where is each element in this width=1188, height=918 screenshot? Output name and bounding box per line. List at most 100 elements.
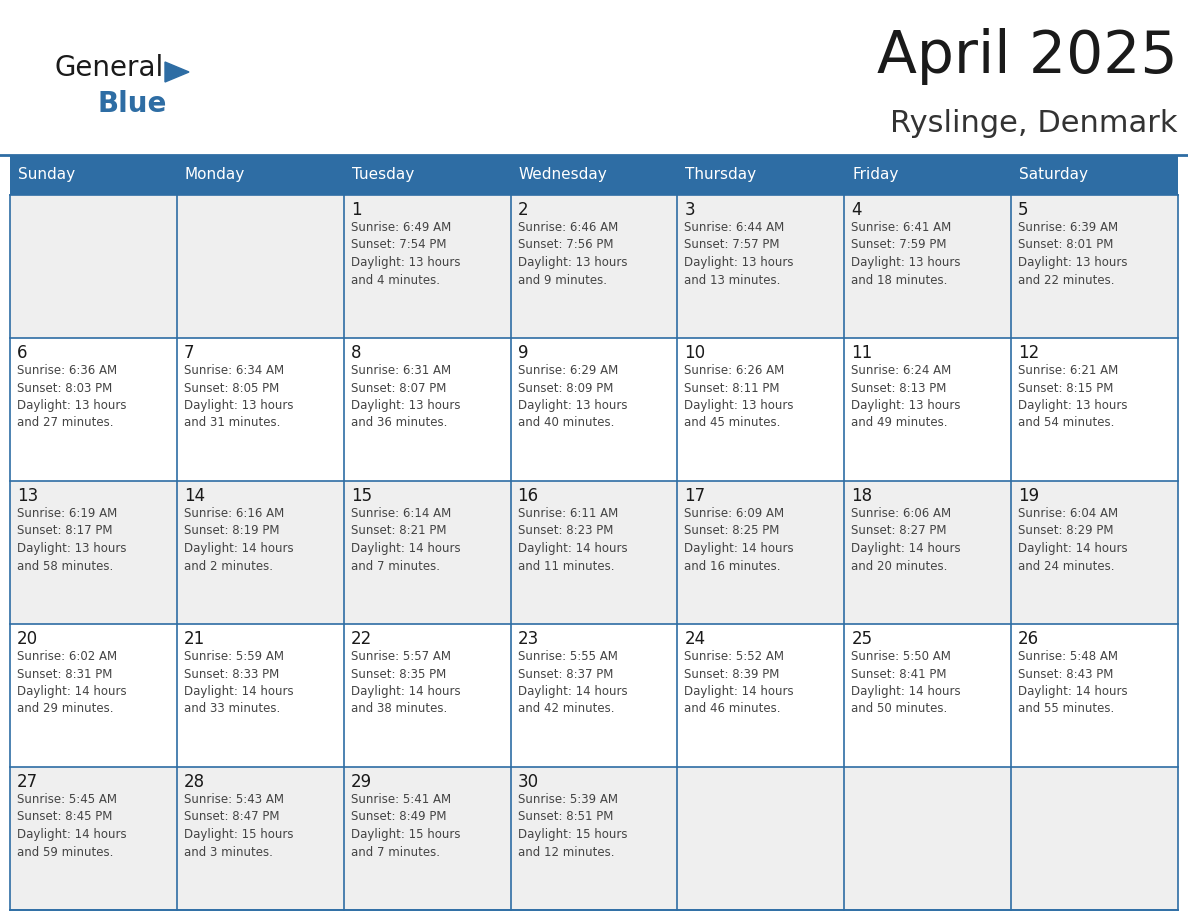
Text: Thursday: Thursday <box>685 167 757 183</box>
Text: 15: 15 <box>350 487 372 505</box>
Text: Sunrise: 6:34 AM
Sunset: 8:05 PM
Daylight: 13 hours
and 31 minutes.: Sunrise: 6:34 AM Sunset: 8:05 PM Dayligh… <box>184 364 293 430</box>
Text: 23: 23 <box>518 630 539 648</box>
Bar <box>511 338 677 481</box>
Bar <box>10 481 177 624</box>
Text: 26: 26 <box>1018 630 1040 648</box>
Text: 30: 30 <box>518 773 538 791</box>
Bar <box>845 481 1011 624</box>
Text: Sunrise: 5:45 AM
Sunset: 8:45 PM
Daylight: 14 hours
and 59 minutes.: Sunrise: 5:45 AM Sunset: 8:45 PM Dayligh… <box>17 793 127 858</box>
Text: 22: 22 <box>350 630 372 648</box>
Text: Ryslinge, Denmark: Ryslinge, Denmark <box>891 109 1178 138</box>
Bar <box>343 624 511 767</box>
Bar <box>677 195 845 338</box>
Polygon shape <box>165 62 189 82</box>
Text: Sunrise: 5:48 AM
Sunset: 8:43 PM
Daylight: 14 hours
and 55 minutes.: Sunrise: 5:48 AM Sunset: 8:43 PM Dayligh… <box>1018 650 1127 715</box>
Bar <box>343 767 511 910</box>
Bar <box>845 767 1011 910</box>
Text: Sunrise: 6:26 AM
Sunset: 8:11 PM
Daylight: 13 hours
and 45 minutes.: Sunrise: 6:26 AM Sunset: 8:11 PM Dayligh… <box>684 364 794 430</box>
Text: Sunrise: 6:19 AM
Sunset: 8:17 PM
Daylight: 13 hours
and 58 minutes.: Sunrise: 6:19 AM Sunset: 8:17 PM Dayligh… <box>17 507 126 573</box>
Bar <box>10 767 177 910</box>
Bar <box>1011 767 1178 910</box>
Text: Wednesday: Wednesday <box>519 167 607 183</box>
Text: Sunrise: 6:16 AM
Sunset: 8:19 PM
Daylight: 14 hours
and 2 minutes.: Sunrise: 6:16 AM Sunset: 8:19 PM Dayligh… <box>184 507 293 573</box>
Bar <box>845 195 1011 338</box>
Text: 28: 28 <box>184 773 206 791</box>
Text: 21: 21 <box>184 630 206 648</box>
Text: Sunrise: 6:41 AM
Sunset: 7:59 PM
Daylight: 13 hours
and 18 minutes.: Sunrise: 6:41 AM Sunset: 7:59 PM Dayligh… <box>852 221 961 286</box>
Text: Sunrise: 6:09 AM
Sunset: 8:25 PM
Daylight: 14 hours
and 16 minutes.: Sunrise: 6:09 AM Sunset: 8:25 PM Dayligh… <box>684 507 794 573</box>
Text: 27: 27 <box>17 773 38 791</box>
Text: 3: 3 <box>684 201 695 219</box>
Text: 1: 1 <box>350 201 361 219</box>
Bar <box>177 338 343 481</box>
Text: Sunrise: 5:50 AM
Sunset: 8:41 PM
Daylight: 14 hours
and 50 minutes.: Sunrise: 5:50 AM Sunset: 8:41 PM Dayligh… <box>852 650 961 715</box>
Text: 6: 6 <box>17 344 27 362</box>
Text: 17: 17 <box>684 487 706 505</box>
Text: 4: 4 <box>852 201 861 219</box>
Bar <box>343 481 511 624</box>
Text: 9: 9 <box>518 344 529 362</box>
Bar <box>511 195 677 338</box>
Text: Monday: Monday <box>185 167 245 183</box>
Text: Sunrise: 5:59 AM
Sunset: 8:33 PM
Daylight: 14 hours
and 33 minutes.: Sunrise: 5:59 AM Sunset: 8:33 PM Dayligh… <box>184 650 293 715</box>
Text: Sunrise: 5:57 AM
Sunset: 8:35 PM
Daylight: 14 hours
and 38 minutes.: Sunrise: 5:57 AM Sunset: 8:35 PM Dayligh… <box>350 650 460 715</box>
Bar <box>511 767 677 910</box>
Text: 5: 5 <box>1018 201 1029 219</box>
Text: Sunrise: 6:29 AM
Sunset: 8:09 PM
Daylight: 13 hours
and 40 minutes.: Sunrise: 6:29 AM Sunset: 8:09 PM Dayligh… <box>518 364 627 430</box>
Bar <box>177 767 343 910</box>
Text: Sunrise: 6:31 AM
Sunset: 8:07 PM
Daylight: 13 hours
and 36 minutes.: Sunrise: 6:31 AM Sunset: 8:07 PM Dayligh… <box>350 364 460 430</box>
Text: Sunrise: 6:02 AM
Sunset: 8:31 PM
Daylight: 14 hours
and 29 minutes.: Sunrise: 6:02 AM Sunset: 8:31 PM Dayligh… <box>17 650 127 715</box>
Text: 12: 12 <box>1018 344 1040 362</box>
Bar <box>177 481 343 624</box>
Bar <box>10 155 1178 195</box>
Text: 10: 10 <box>684 344 706 362</box>
Text: Blue: Blue <box>97 90 166 118</box>
Text: Sunrise: 6:44 AM
Sunset: 7:57 PM
Daylight: 13 hours
and 13 minutes.: Sunrise: 6:44 AM Sunset: 7:57 PM Dayligh… <box>684 221 794 286</box>
Text: 13: 13 <box>17 487 38 505</box>
Text: Sunrise: 6:39 AM
Sunset: 8:01 PM
Daylight: 13 hours
and 22 minutes.: Sunrise: 6:39 AM Sunset: 8:01 PM Dayligh… <box>1018 221 1127 286</box>
Text: Sunrise: 6:21 AM
Sunset: 8:15 PM
Daylight: 13 hours
and 54 minutes.: Sunrise: 6:21 AM Sunset: 8:15 PM Dayligh… <box>1018 364 1127 430</box>
Bar <box>1011 624 1178 767</box>
Text: April 2025: April 2025 <box>878 28 1178 85</box>
Bar <box>1011 195 1178 338</box>
Bar <box>511 624 677 767</box>
Bar <box>177 624 343 767</box>
Text: Sunrise: 6:36 AM
Sunset: 8:03 PM
Daylight: 13 hours
and 27 minutes.: Sunrise: 6:36 AM Sunset: 8:03 PM Dayligh… <box>17 364 126 430</box>
Bar <box>343 338 511 481</box>
Text: Sunrise: 5:55 AM
Sunset: 8:37 PM
Daylight: 14 hours
and 42 minutes.: Sunrise: 5:55 AM Sunset: 8:37 PM Dayligh… <box>518 650 627 715</box>
Bar <box>1011 481 1178 624</box>
Bar <box>343 195 511 338</box>
Text: Sunrise: 6:46 AM
Sunset: 7:56 PM
Daylight: 13 hours
and 9 minutes.: Sunrise: 6:46 AM Sunset: 7:56 PM Dayligh… <box>518 221 627 286</box>
Text: Sunrise: 6:11 AM
Sunset: 8:23 PM
Daylight: 14 hours
and 11 minutes.: Sunrise: 6:11 AM Sunset: 8:23 PM Dayligh… <box>518 507 627 573</box>
Text: Sunrise: 5:52 AM
Sunset: 8:39 PM
Daylight: 14 hours
and 46 minutes.: Sunrise: 5:52 AM Sunset: 8:39 PM Dayligh… <box>684 650 794 715</box>
Bar <box>10 624 177 767</box>
Text: 16: 16 <box>518 487 538 505</box>
Text: Sunrise: 6:06 AM
Sunset: 8:27 PM
Daylight: 14 hours
and 20 minutes.: Sunrise: 6:06 AM Sunset: 8:27 PM Dayligh… <box>852 507 961 573</box>
Text: 2: 2 <box>518 201 529 219</box>
Text: 7: 7 <box>184 344 195 362</box>
Text: 8: 8 <box>350 344 361 362</box>
Text: 11: 11 <box>852 344 872 362</box>
Bar <box>845 624 1011 767</box>
Text: 29: 29 <box>350 773 372 791</box>
Bar <box>177 195 343 338</box>
Text: 18: 18 <box>852 487 872 505</box>
Text: Tuesday: Tuesday <box>352 167 413 183</box>
Bar <box>10 195 177 338</box>
Bar <box>677 624 845 767</box>
Text: Sunrise: 5:39 AM
Sunset: 8:51 PM
Daylight: 15 hours
and 12 minutes.: Sunrise: 5:39 AM Sunset: 8:51 PM Dayligh… <box>518 793 627 858</box>
Text: Saturday: Saturday <box>1019 167 1088 183</box>
Bar <box>845 338 1011 481</box>
Bar <box>511 481 677 624</box>
Text: 25: 25 <box>852 630 872 648</box>
Bar <box>677 767 845 910</box>
Text: Sunrise: 6:04 AM
Sunset: 8:29 PM
Daylight: 14 hours
and 24 minutes.: Sunrise: 6:04 AM Sunset: 8:29 PM Dayligh… <box>1018 507 1127 573</box>
Text: 20: 20 <box>17 630 38 648</box>
Text: Sunrise: 5:41 AM
Sunset: 8:49 PM
Daylight: 15 hours
and 7 minutes.: Sunrise: 5:41 AM Sunset: 8:49 PM Dayligh… <box>350 793 460 858</box>
Bar <box>10 338 177 481</box>
Text: Sunday: Sunday <box>18 167 75 183</box>
Text: Sunrise: 6:14 AM
Sunset: 8:21 PM
Daylight: 14 hours
and 7 minutes.: Sunrise: 6:14 AM Sunset: 8:21 PM Dayligh… <box>350 507 460 573</box>
Bar <box>677 481 845 624</box>
Text: Sunrise: 6:24 AM
Sunset: 8:13 PM
Daylight: 13 hours
and 49 minutes.: Sunrise: 6:24 AM Sunset: 8:13 PM Dayligh… <box>852 364 961 430</box>
Text: 24: 24 <box>684 630 706 648</box>
